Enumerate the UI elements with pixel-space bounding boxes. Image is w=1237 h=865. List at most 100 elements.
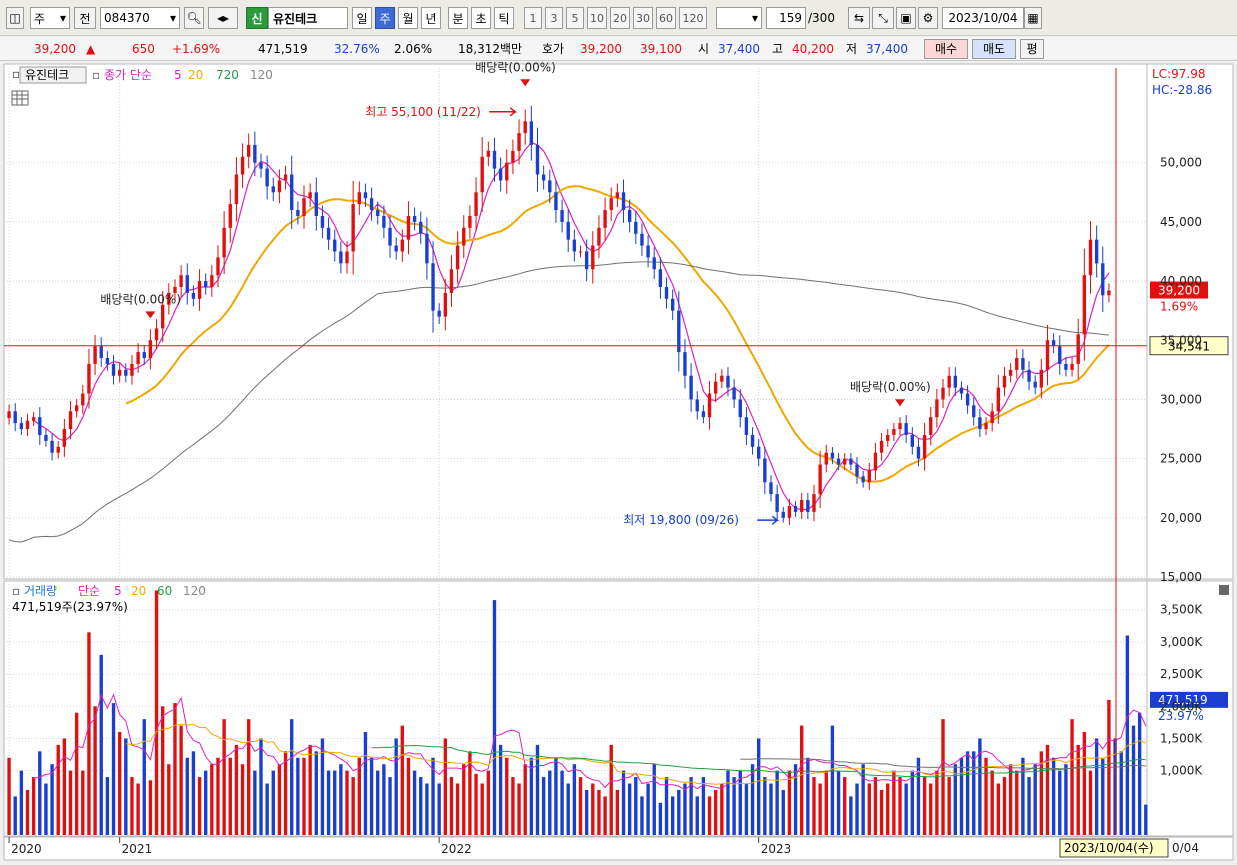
date-field[interactable]: 2023/10/04 (942, 7, 1024, 29)
candle-body (394, 245, 398, 252)
volume-bar (339, 764, 343, 835)
current-volume-box (1150, 691, 1228, 708)
interval-3[interactable]: 3 (545, 7, 563, 29)
interval-20[interactable]: 20 (610, 7, 630, 29)
volume-bar (978, 738, 982, 835)
candle-body (173, 286, 177, 293)
panel-collapse-icon[interactable] (1219, 585, 1229, 595)
volume-bar (640, 796, 644, 835)
trend-icon[interactable]: ⤡ (872, 7, 894, 29)
volume-bar (498, 744, 503, 835)
buy-button[interactable]: 매수 (924, 39, 968, 59)
period-second[interactable]: 초 (471, 7, 491, 29)
candle-body (1002, 375, 1007, 388)
window-menu-icon[interactable]: ◫ (6, 7, 24, 29)
save-icon[interactable]: ▣ (896, 7, 916, 29)
volume-bar (56, 744, 60, 835)
candle-body (99, 346, 103, 359)
eval-button[interactable]: 평 (1020, 39, 1044, 59)
sell-button[interactable]: 매도 (972, 39, 1016, 59)
interval-5[interactable]: 5 (566, 7, 584, 29)
candle-body (283, 174, 288, 181)
table-icon[interactable] (11, 90, 29, 106)
volume-bar (701, 777, 706, 835)
candle-body (117, 369, 122, 376)
crosshair-value-box (1149, 336, 1229, 356)
calendar-icon[interactable]: ▦ (1024, 7, 1042, 29)
price-tick-label: 45,000 (1160, 215, 1202, 229)
candle-body (38, 417, 42, 435)
candle-body (1051, 340, 1056, 347)
stock-legend-box[interactable] (19, 66, 87, 84)
candle-body (898, 423, 902, 430)
interval-1[interactable]: 1 (524, 7, 542, 29)
volume-bar (437, 783, 441, 835)
period-month[interactable]: 월 (398, 7, 418, 29)
candle-body (726, 375, 730, 388)
interval-120[interactable]: 120 (679, 7, 707, 29)
period-week[interactable]: 주 (375, 7, 395, 29)
candle-body (812, 494, 816, 512)
period-day[interactable]: 일 (352, 7, 372, 29)
period-minute[interactable]: 분 (448, 7, 468, 29)
volume-bar (609, 744, 613, 835)
volume-bar (204, 770, 208, 835)
arrow-right-icon (757, 515, 780, 525)
period-tick[interactable]: 틱 (494, 7, 514, 29)
volume-bar (603, 796, 607, 835)
volume-bar (1076, 744, 1080, 835)
dividend-marker-icon (520, 79, 531, 87)
interval-10[interactable]: 10 (587, 7, 607, 29)
candle-body (222, 227, 226, 258)
search-icon[interactable]: 🔍︎ (184, 7, 204, 29)
period-year[interactable]: 년 (421, 7, 441, 29)
gear-icon[interactable]: ⚙ (918, 7, 938, 29)
volume-legend-name: 거래량 (24, 584, 57, 598)
volume-bar (62, 738, 67, 835)
volume-bar (554, 757, 558, 835)
volume-bar (462, 764, 466, 835)
prev-button[interactable]: 전 (74, 7, 96, 29)
candle-body (339, 251, 343, 264)
custom-interval-select[interactable]: ▾ (716, 7, 762, 29)
candle-body (87, 363, 91, 394)
compare-icon[interactable]: ⇆ (848, 7, 870, 29)
volume-bar (38, 751, 42, 835)
interval-60[interactable]: 60 (656, 7, 676, 29)
candle-body (523, 121, 527, 134)
volume-bar (31, 777, 36, 835)
candle-body (806, 500, 810, 512)
candle-body (210, 275, 214, 287)
candle-body (652, 257, 656, 270)
candle-body (31, 417, 36, 421)
volume-bar (1021, 757, 1025, 835)
volume-bar (326, 770, 331, 835)
candle-body (1039, 369, 1044, 388)
stock-name-field[interactable]: 유진테크 (268, 7, 348, 29)
volume-bar (591, 783, 595, 835)
volume-bar (50, 764, 54, 835)
low-label: 저 (846, 42, 858, 56)
volume-bar (517, 783, 521, 835)
candle-body (959, 387, 964, 394)
candle-body (541, 174, 546, 181)
volume-bar (81, 770, 85, 835)
bid-price: 39,100 (640, 42, 682, 56)
price-tick-label: 30,000 (1160, 392, 1202, 406)
volume-bar (19, 770, 24, 835)
volume-value: 471,519 (258, 42, 308, 56)
market-select[interactable]: 주 ▾ (30, 7, 70, 29)
count-input[interactable]: 159 (766, 7, 806, 29)
volume-bar (1002, 777, 1007, 835)
candle-body (130, 363, 134, 376)
stock-code-input[interactable]: 084370 ▾ (100, 7, 180, 29)
interval-30[interactable]: 30 (633, 7, 653, 29)
volume-bar (947, 777, 951, 835)
volume-ma20-line (125, 723, 1146, 785)
candle-body (326, 227, 331, 240)
speaker-icon[interactable]: ◂▸ (208, 7, 238, 29)
open-label: 시 (698, 42, 710, 56)
axis-labels: 15,000 20,000 25,000 30,000 35,000 40,000 45,0… (8, 156, 1203, 856)
volume-bar (290, 719, 294, 835)
candle-body (314, 192, 318, 216)
